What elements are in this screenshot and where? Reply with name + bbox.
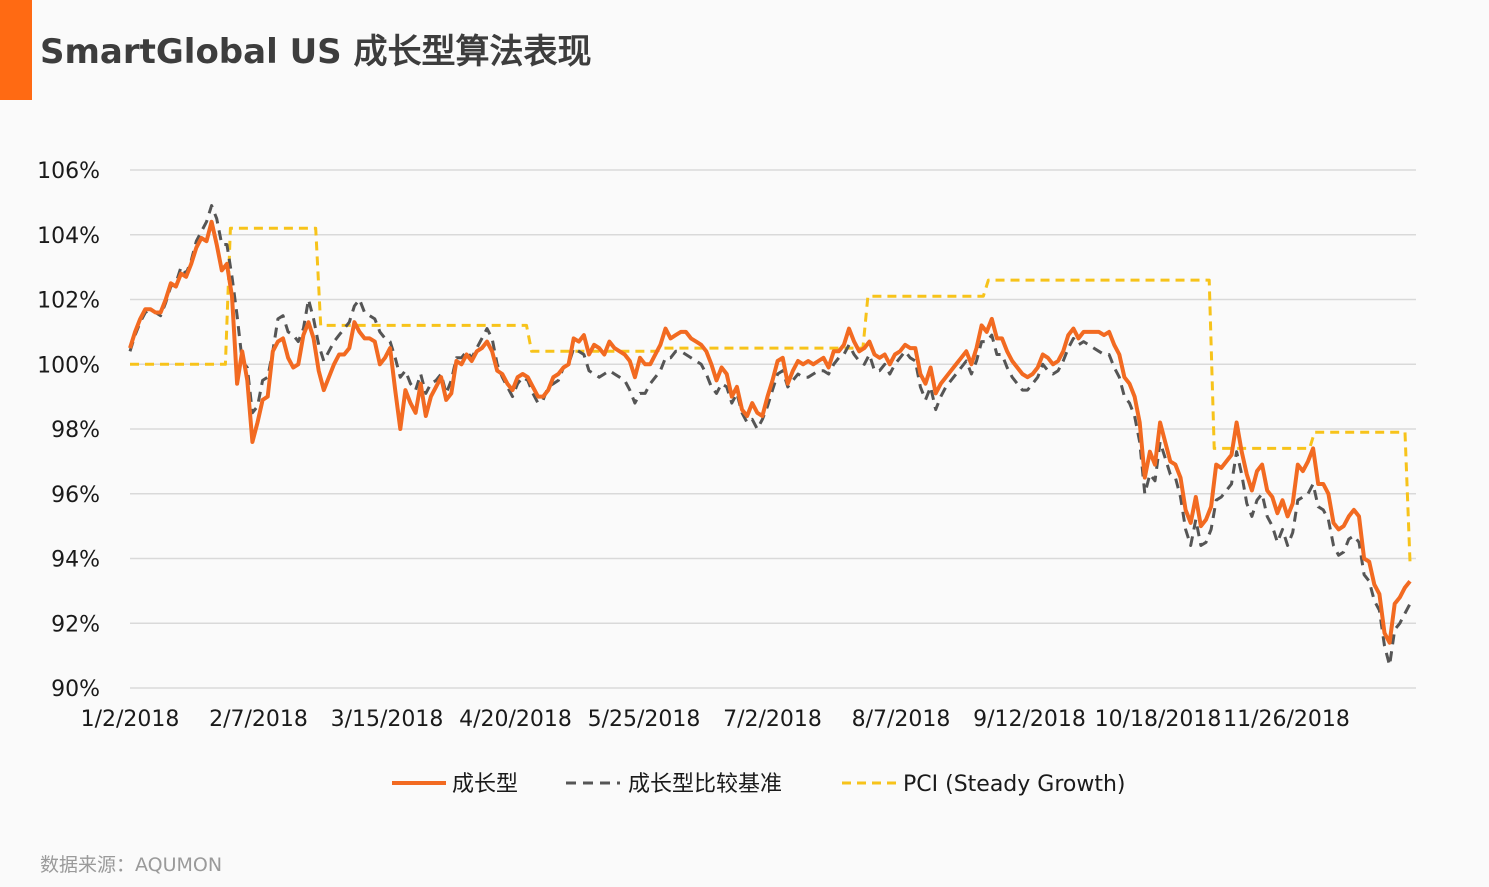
y-tick-label: 100% xyxy=(37,353,100,378)
page-title: SmartGlobal US 成长型算法表现 xyxy=(40,32,592,72)
legend-label: 成长型 xyxy=(452,772,518,797)
y-tick-label: 98% xyxy=(51,418,100,443)
series-line-growth xyxy=(128,219,1412,645)
x-tick-label: 9/12/2018 xyxy=(973,707,1086,732)
legend-label: 成长型比较基准 xyxy=(628,772,782,797)
x-tick-label: 10/18/2018 xyxy=(1095,707,1222,732)
series-line-benchmark xyxy=(128,204,1412,667)
title-accent-bar xyxy=(0,0,32,100)
series-lines xyxy=(128,204,1412,667)
x-tick-label: 7/2/2018 xyxy=(723,707,822,732)
y-tick-label: 104% xyxy=(37,224,100,249)
legend-item-growth: 成长型 xyxy=(392,772,518,797)
x-tick-label: 4/20/2018 xyxy=(459,707,572,732)
y-tick-label: 106% xyxy=(37,159,100,184)
series-line-pci xyxy=(130,226,1412,562)
y-tick-label: 102% xyxy=(37,289,100,314)
legend-item-benchmark: 成长型比较基准 xyxy=(566,772,782,797)
y-axis-tick-labels: 106% 104% 102% 100% 98% 96% 94% 92% 90% xyxy=(37,159,100,702)
x-tick-label: 1/2/2018 xyxy=(81,707,180,732)
grid-lines xyxy=(130,169,1416,689)
x-tick-label: 3/15/2018 xyxy=(331,707,444,732)
legend-item-pci: PCI (Steady Growth) xyxy=(842,772,1126,797)
y-tick-label: 92% xyxy=(51,612,100,637)
legend-label: PCI (Steady Growth) xyxy=(903,772,1126,797)
source-note: 数据来源：AQUMON xyxy=(40,854,223,876)
x-tick-label: 11/26/2018 xyxy=(1223,707,1350,732)
legend: 成长型 成长型比较基准 PCI (Steady Growth) xyxy=(392,772,1126,797)
x-tick-label: 8/7/2018 xyxy=(852,707,951,732)
y-tick-label: 94% xyxy=(51,548,100,573)
x-tick-label: 2/7/2018 xyxy=(209,707,308,732)
x-axis-tick-labels: 1/2/2018 2/7/2018 3/15/2018 4/20/2018 5/25/2… xyxy=(81,707,1350,732)
y-tick-label: 96% xyxy=(51,483,100,508)
y-tick-label: 90% xyxy=(51,677,100,702)
x-tick-label: 5/25/2018 xyxy=(588,707,701,732)
